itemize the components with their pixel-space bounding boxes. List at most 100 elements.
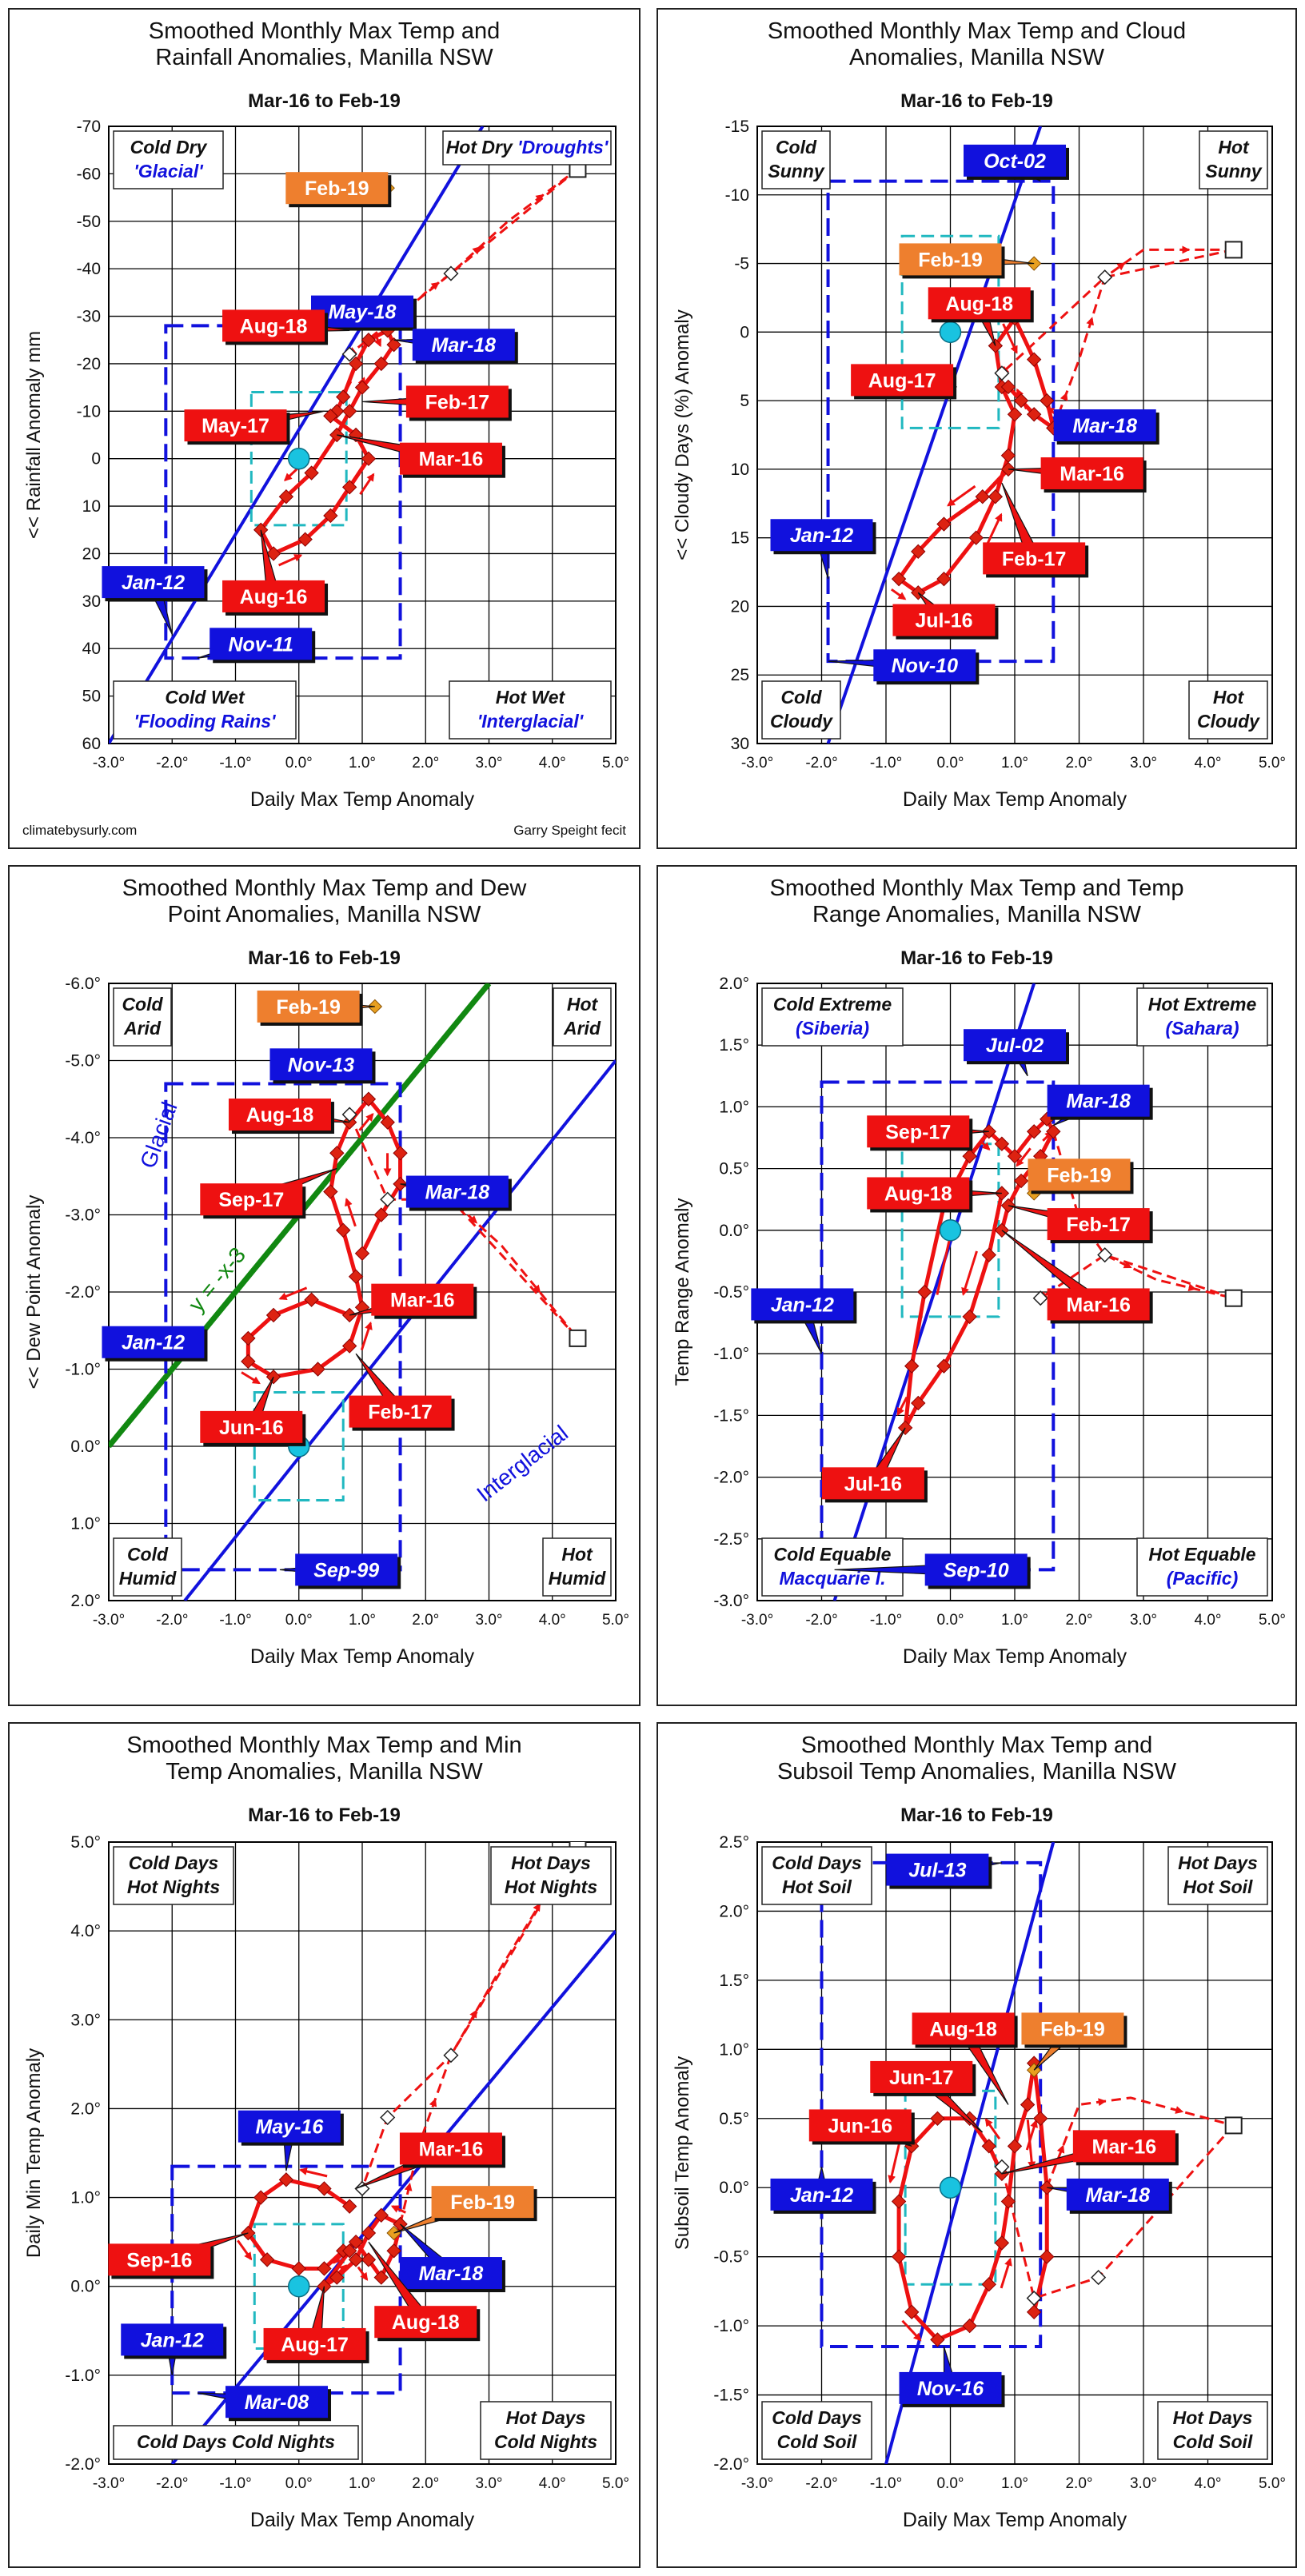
quadrant-label: Hot Days Cold Soil <box>1157 2401 1268 2460</box>
quadrant-label-box <box>113 130 224 189</box>
callout-may-18: May-18 <box>311 295 417 331</box>
quadrant-label-text: Cold Wet <box>165 687 245 708</box>
callout-text: Mar-16 <box>1060 463 1124 485</box>
direction-arrow <box>277 554 303 567</box>
quadrant-label-sub: 'Interglacial' <box>477 711 585 732</box>
data-point-diamond <box>981 1247 996 1262</box>
y-tick-label: 2.0° <box>70 2099 101 2118</box>
y-tick-label: -3.0° <box>713 1592 749 1610</box>
x-tick-label: -2.0° <box>805 2475 837 2492</box>
callout-box <box>412 329 515 361</box>
data-point-diamond <box>317 2261 332 2276</box>
direction-arrow <box>896 1396 908 1416</box>
origin-marker <box>939 321 962 344</box>
y-tick-label: -1.5° <box>713 2387 749 2405</box>
direction-arrow <box>1002 323 1018 354</box>
callout-box <box>808 2109 912 2142</box>
x-tick-label: 2.0° <box>1065 2475 1092 2492</box>
latest-point-square <box>1224 2116 1243 2135</box>
quadrant-label-box <box>113 2425 359 2460</box>
y-tick-label: -10 <box>725 186 749 205</box>
chart-title-line: Subsoil Temp Anomalies, Manilla NSW <box>777 1759 1177 1784</box>
data-point-diamond <box>386 2243 401 2259</box>
y-tick-label: -10 <box>77 402 101 421</box>
chart-panel-soil: Smoothed Monthly Max Temp and Subsoil Tem… <box>656 1722 1297 2568</box>
quadrant-label-text: Cold Soil <box>1173 2431 1253 2452</box>
direction-arrow <box>984 2118 1001 2140</box>
callout-jul-16: Jul-16 <box>892 592 999 640</box>
callout-text: Mar-16 <box>390 1290 455 1312</box>
callout-text: Aug-18 <box>929 2018 997 2040</box>
quadrant-label-box <box>1199 130 1268 189</box>
x-tick-label: 0.0° <box>936 755 964 772</box>
callout-nov-11: Nov-11 <box>197 628 316 664</box>
callout-aug-18: Aug-18 <box>228 1099 350 1134</box>
callout-text: Feb-17 <box>1066 1214 1131 1236</box>
data-point-diamond <box>1033 2111 1048 2126</box>
quadrant-label: Cold Wet 'Flooding Rains' <box>113 680 297 740</box>
y-tick-label: -2.0° <box>713 1469 749 1487</box>
callout-box <box>821 1467 924 1500</box>
callout-text: Jan-12 <box>122 572 185 594</box>
quadrant-label-text: Arid <box>123 1018 162 1039</box>
callout-text: Aug-18 <box>246 1104 314 1127</box>
recent-point-open <box>341 346 357 362</box>
x-tick-label: 3.0° <box>1130 755 1157 772</box>
chart-subtitle: Mar-16 to Feb-19 <box>900 90 1053 112</box>
data-point-diamond <box>341 2243 357 2259</box>
y-tick-label: -0.5° <box>713 1283 749 1302</box>
y-tick-label: -70 <box>77 118 101 136</box>
callout-text: Mar-08 <box>245 2391 309 2414</box>
origin-marker <box>939 2176 962 2199</box>
callout-mar-18: Mar-18 <box>400 1175 512 1211</box>
recent-trend-dashed <box>999 2124 1235 2300</box>
callout-mar-16: Mar-16 <box>349 1283 477 1319</box>
y-tick-label: -6.0° <box>65 975 101 993</box>
quadrant-label: Cold Humid <box>113 1537 182 1597</box>
data-point-diamond <box>373 356 389 372</box>
callout-feb-17: Feb-17 <box>1008 1205 1153 1244</box>
callout-aug-17: Aug-17 <box>851 364 957 400</box>
direction-arrow <box>360 1321 373 1351</box>
data-point-diamond <box>329 2270 345 2285</box>
x-tick-label: 3.0° <box>1130 2475 1157 2492</box>
data-point-diamond <box>341 404 357 419</box>
callout-text: Jan-12 <box>790 2184 853 2207</box>
y-tick-label: 10 <box>731 461 749 479</box>
origin-marker <box>288 447 310 470</box>
quadrant-label: Cold Dry 'Glacial' <box>113 130 224 189</box>
data-point-diamond <box>891 2249 907 2264</box>
x-tick-label: 5.0° <box>602 755 629 772</box>
data-point-diamond <box>1007 1148 1023 1164</box>
callout-jun-17: Jun-17 <box>870 2060 984 2133</box>
direction-arrow <box>961 1250 978 1296</box>
callout-feb-19: Feb-19 <box>257 990 375 1026</box>
data-point-diamond <box>341 480 357 495</box>
origin-marker <box>288 2275 310 2298</box>
data-point-diamond <box>1026 1124 1042 1139</box>
plot-layer <box>826 126 1243 744</box>
quadrant-label: Hot Days Hot Soil <box>1167 1846 1268 1905</box>
regression-line <box>826 126 1043 744</box>
recent-trend-dashed <box>1039 1254 1235 1300</box>
direction-arrow <box>357 2266 369 2281</box>
callout-box <box>770 519 873 552</box>
recent-point-open <box>380 1191 396 1207</box>
callout-sep-17: Sep-17 <box>200 1168 337 1219</box>
callout-feb-19: Feb-19 <box>285 172 392 208</box>
callout-feb-19: Feb-19 <box>1021 2012 1127 2071</box>
recent-point-open <box>994 365 1010 381</box>
y-tick-label: 25 <box>731 666 749 684</box>
callout-text: Jul-13 <box>908 1860 966 1882</box>
callout-mar-18: Mar-18 <box>1047 2178 1172 2214</box>
x-tick-label: -1.0° <box>219 755 251 772</box>
callout-text: Aug-16 <box>240 586 308 608</box>
callout-feb-17: Feb-17 <box>361 385 512 421</box>
callout-text: Aug-18 <box>392 2311 460 2334</box>
direction-arrow <box>1016 1147 1032 1167</box>
data-point-diamond <box>361 1091 377 1107</box>
quadrant-label: Hot Arid <box>553 987 612 1047</box>
callout-text: Aug-17 <box>281 2334 349 2356</box>
x-tick-label: 0.0° <box>285 1612 313 1629</box>
